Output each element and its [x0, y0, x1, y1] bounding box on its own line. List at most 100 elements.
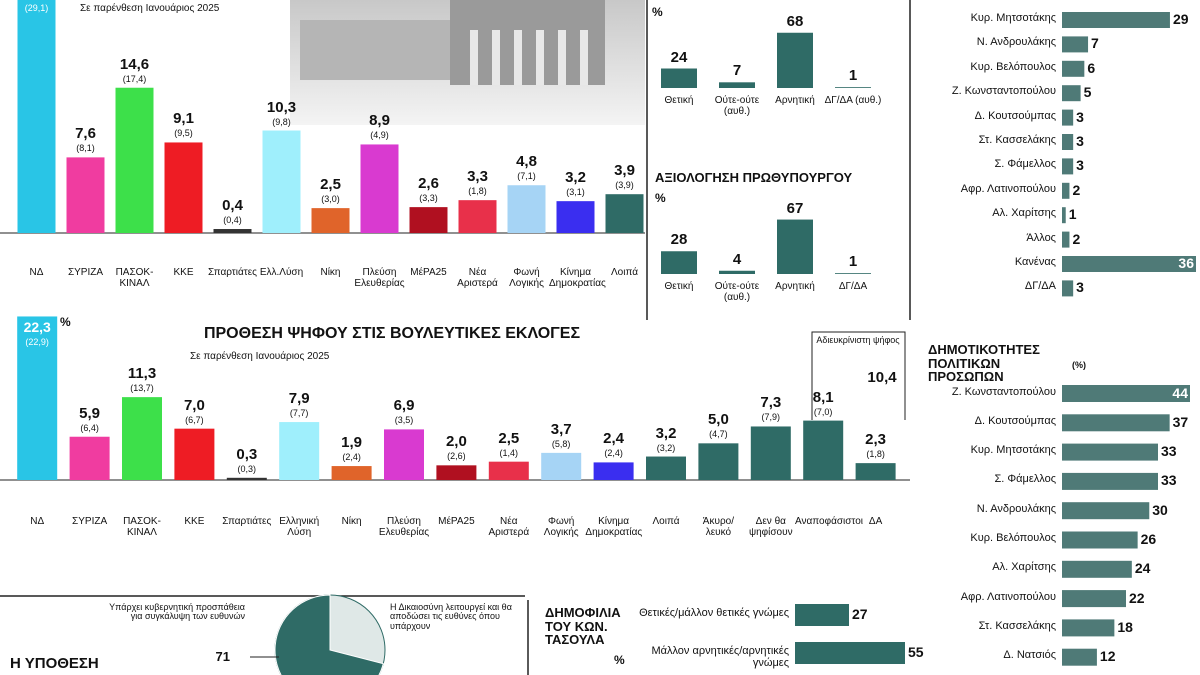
value-label: 4 — [732, 250, 742, 268]
bar — [661, 68, 697, 88]
bar — [556, 201, 595, 233]
value-label: 7,3 — [760, 394, 782, 412]
value-label: 22 — [1129, 589, 1145, 606]
bar — [1062, 182, 1070, 199]
bar-label: Στ. Κασσελάκης — [978, 134, 1056, 146]
category-label: Ούτε-ούτε (αυθ.) — [714, 95, 760, 117]
category-label: Κίνημα Δημοκρατίας — [585, 516, 643, 538]
slice-value: 71 — [215, 649, 230, 664]
bar — [436, 465, 477, 480]
bar — [1062, 231, 1070, 248]
bar — [262, 130, 301, 233]
bar — [795, 642, 905, 664]
category-label: ΝΔ — [30, 516, 45, 527]
value-label: 2,5 — [320, 176, 341, 194]
bar — [1062, 648, 1097, 666]
bar-label: Δ. Κουτσούμπας — [974, 109, 1056, 122]
value-label: 37 — [1172, 413, 1189, 430]
bar-label: Σ. Φάμελλος — [994, 158, 1056, 171]
bar — [488, 461, 529, 480]
bar-label: Ν. Ανδρουλάκης — [976, 502, 1056, 515]
value-label: 26 — [1140, 531, 1157, 547]
category-label: Ελληνική Λύση — [279, 516, 320, 538]
value-label: 27 — [852, 606, 868, 622]
value-label: 3,2 — [655, 424, 677, 442]
value-label: 33 — [1161, 443, 1177, 460]
category-label: Νέα Αριστερά — [488, 516, 530, 538]
category-label: Κίνημα Δημοκρατίας — [549, 267, 606, 289]
value-label: 67 — [786, 199, 804, 217]
previous-label: (13,7) — [130, 383, 154, 394]
bar — [777, 32, 813, 88]
value-label: 0,3 — [236, 445, 258, 463]
bar — [1062, 207, 1066, 224]
value-label: 1,9 — [341, 434, 363, 452]
bar-label: Κυρ. Μητσοτάκης — [970, 12, 1056, 24]
category-label: Φωνή Λογικής — [509, 267, 544, 289]
bar — [1062, 560, 1132, 578]
bar — [458, 200, 497, 233]
chart-subtitle: Σε παρένθεση Ιανουάριος 2025 — [80, 3, 220, 14]
bar-label: Ζ. Κωνσταντοπούλου — [951, 385, 1056, 398]
bar-label: Αφρ. Λατινοπούλου — [960, 590, 1056, 603]
previous-label: (7,1) — [517, 171, 536, 182]
bar — [122, 397, 162, 480]
bar — [213, 229, 252, 233]
previous-label: (7,9) — [761, 412, 781, 423]
value-label: 2,0 — [445, 433, 467, 451]
value-label: 8,1 — [812, 388, 834, 406]
unit: % — [60, 315, 71, 329]
previous-label: (8,1) — [76, 143, 95, 154]
value-label: 7 — [1091, 35, 1099, 52]
bar — [777, 219, 813, 274]
bar-label: Αλ. Χαρίτσης — [992, 561, 1056, 574]
value-label: 12 — [1099, 648, 1116, 665]
chart-subtitle: Σε παρένθεση Ιανουάριος 2025 — [190, 351, 330, 362]
bar-label: Αφρ. Λατινοπούλου — [960, 182, 1056, 195]
previous-label: (2,4) — [604, 448, 623, 459]
previous-label: (3,9) — [615, 180, 634, 191]
previous-label: (3,2) — [656, 442, 676, 453]
bar — [1062, 12, 1170, 28]
bar — [69, 436, 110, 480]
bar — [507, 185, 546, 233]
previous-label: (0,3) — [237, 463, 257, 474]
chart-title: ΔΗΜΟΤΙΚΟΤΗΤΕΣ ΠΟΛΙΤΙΚΩΝ ΠΡΟΣΩΠΩΝ — [928, 342, 1040, 385]
previous-label: (3,1) — [566, 187, 585, 198]
bar — [803, 420, 844, 480]
chart-title: ΔΗΜΟΦΙΛΙΑ ΤΟΥ ΚΩΝ. ΤΑΣΟΥΛΑ — [545, 605, 621, 648]
value-label: 36 — [1178, 255, 1194, 271]
value-label: 5,0 — [707, 411, 729, 429]
value-label: 18 — [1117, 618, 1133, 635]
previous-label: (7,0) — [813, 406, 833, 417]
bar — [1062, 158, 1074, 175]
bar-label: Κανένας — [1014, 256, 1056, 268]
bar — [719, 270, 755, 274]
value-label: 1 — [1068, 206, 1077, 223]
bar-label: Κυρ. Βελόπουλος — [970, 60, 1056, 73]
bar-label: Στ. Κασσελάκης — [978, 619, 1056, 632]
bar-label: Άλλος — [1026, 231, 1056, 244]
category-label: Πλεύση Ελευθερίας — [354, 267, 405, 289]
bar — [409, 207, 448, 233]
category-label: ΣΥΡΙΖΑ — [72, 516, 108, 527]
value-label: 3,2 — [565, 169, 586, 187]
bar — [835, 273, 871, 274]
bar — [1062, 443, 1158, 461]
bar — [17, 0, 56, 233]
value-label: 3,3 — [467, 168, 488, 186]
category-label: Αρνητική — [775, 281, 815, 292]
bar-label: Αλ. Χαρίτσης — [992, 207, 1056, 220]
bar — [164, 142, 203, 233]
value-label: 0,4 — [222, 197, 243, 215]
category-label: Φωνή Λογικής — [543, 516, 579, 538]
bar — [661, 251, 697, 274]
bar — [1062, 531, 1138, 549]
unit: % — [614, 653, 625, 667]
category-label: Αναποφάσιστοι — [795, 516, 864, 527]
bar-label: Σ. Φάμελλος — [994, 473, 1056, 486]
bar-label: Ζ. Κωνσταντοπούλου — [951, 85, 1056, 98]
chart-title: ΑΞΙΟΛΟΓΗΣΗ ΠΡΩΘΥΠΟΥΡΓΟΥ — [655, 170, 853, 185]
